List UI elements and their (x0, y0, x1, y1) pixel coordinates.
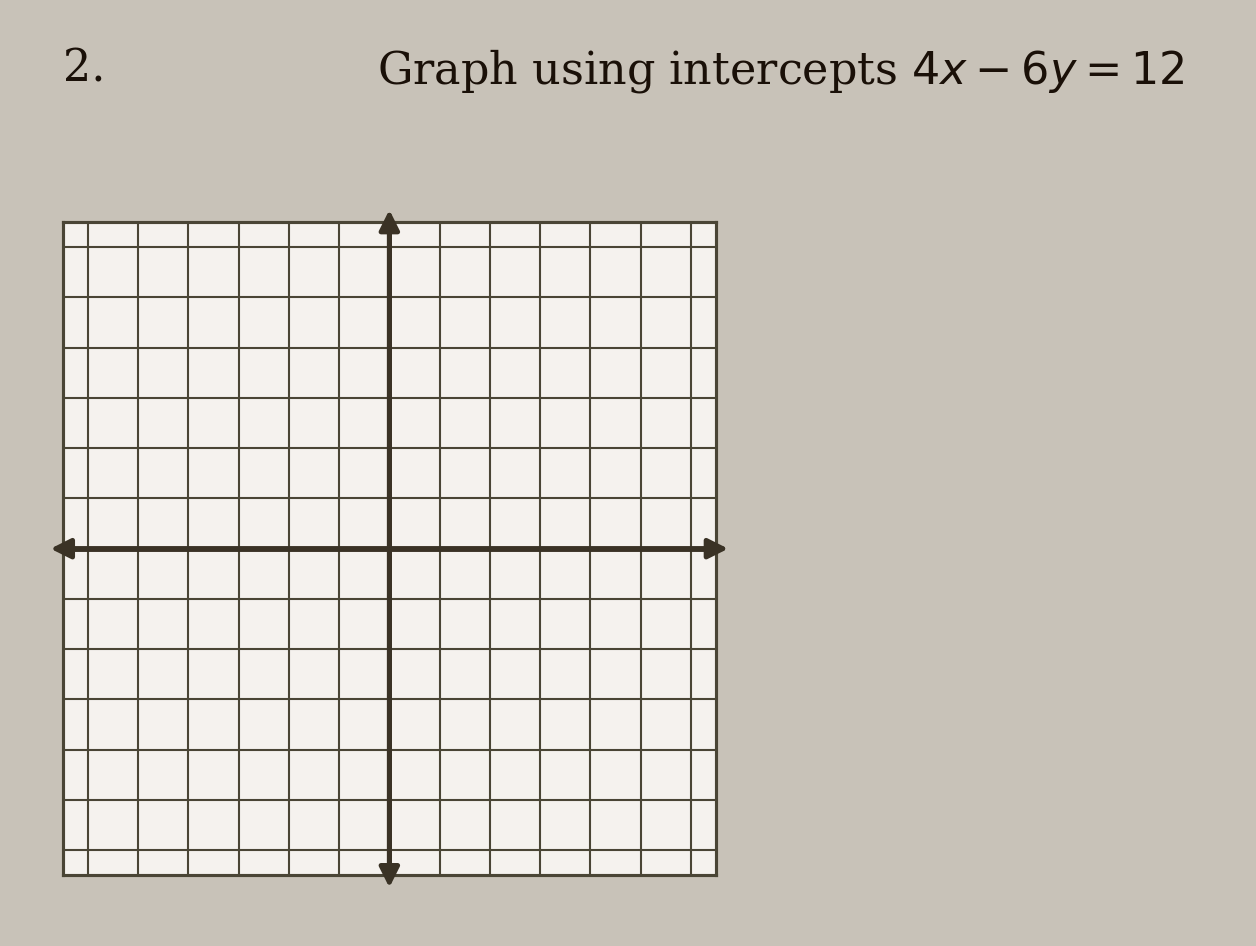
Text: Graph using intercepts $4x - 6y = 12$: Graph using intercepts $4x - 6y = 12$ (377, 47, 1184, 96)
Text: 2.: 2. (63, 47, 106, 91)
